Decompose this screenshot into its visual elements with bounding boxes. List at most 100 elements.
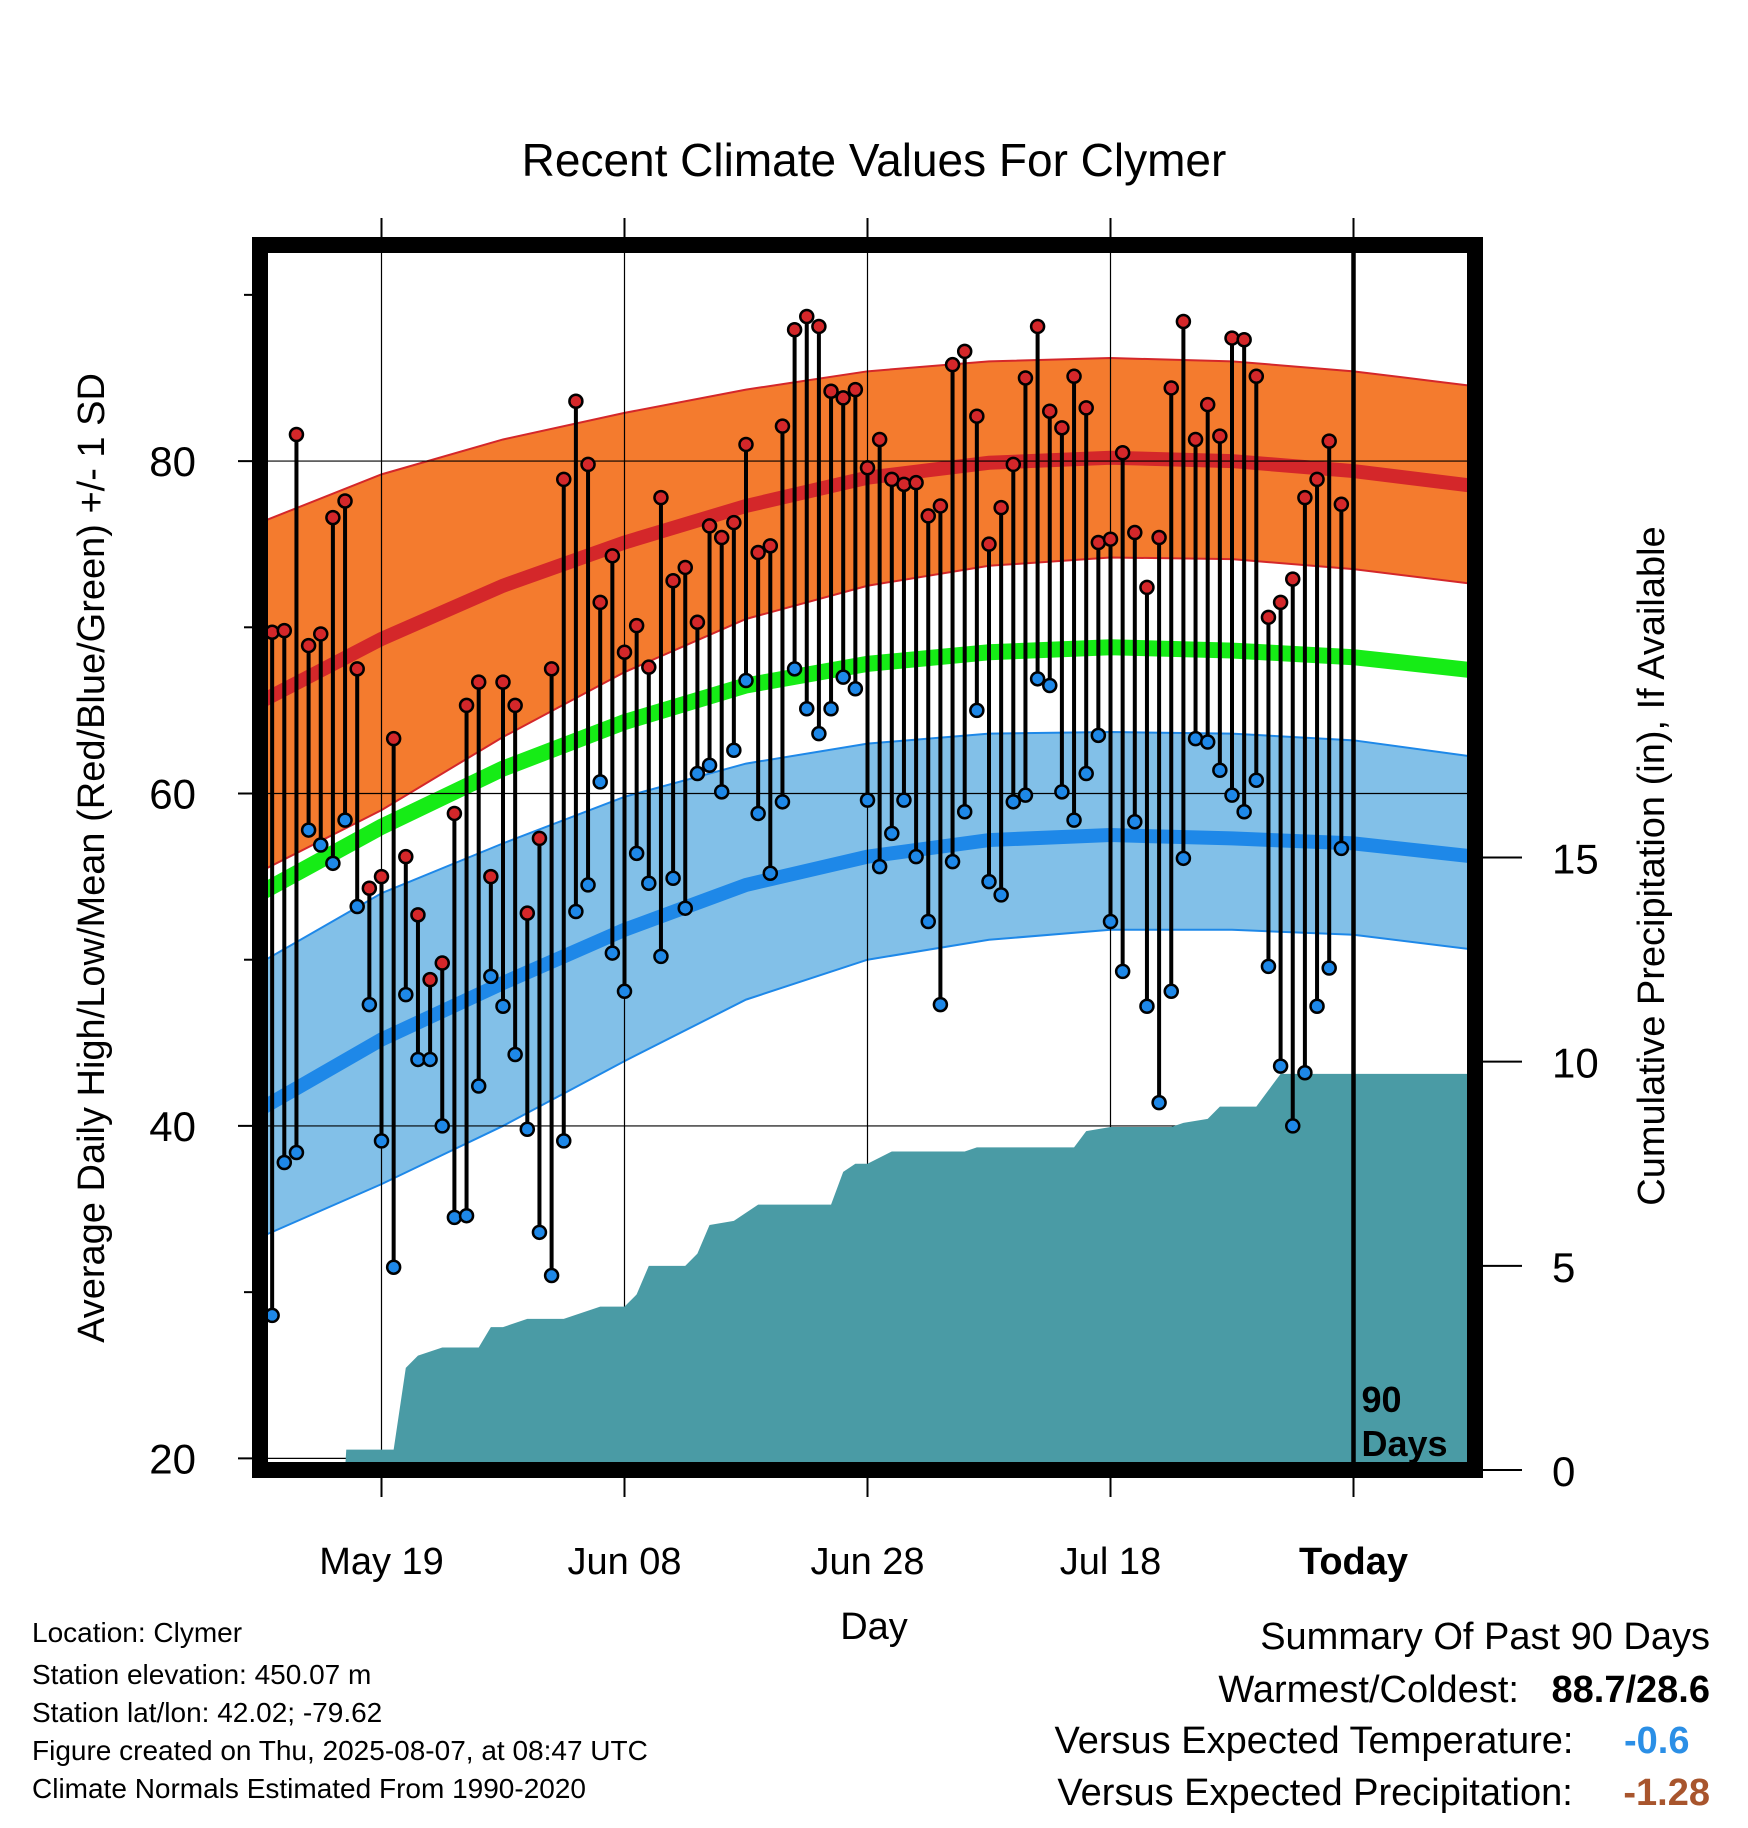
daily-low-point (920, 913, 936, 930)
daily-high-point (556, 471, 572, 488)
daily-high-point (823, 383, 839, 400)
daily-high-point (1321, 433, 1337, 449)
daily-low-point (531, 1224, 548, 1241)
x-tick-label: Today (1299, 1541, 1408, 1583)
daily-high-point (1102, 531, 1119, 547)
daily-low-point (519, 1121, 536, 1138)
daily-high-point (774, 418, 791, 434)
daily-low-point (665, 870, 681, 887)
daily-high-point (677, 559, 693, 576)
daily-low-point (1236, 804, 1252, 820)
daily-low-point (1005, 794, 1022, 810)
daily-high-point (641, 659, 657, 675)
latlon-text: Station lat/lon: 42.02; -79.62 (32, 1697, 383, 1728)
daily-high-point (1272, 594, 1289, 611)
daily-low-point (713, 784, 730, 800)
daily-high-point (1005, 456, 1022, 473)
daily-high-point (920, 508, 936, 524)
daily-high-point (300, 637, 317, 654)
daily-low-point (1224, 787, 1240, 803)
daily-high-point (519, 905, 536, 921)
daily-high-point (1127, 524, 1143, 541)
daily-low-point (373, 1133, 390, 1149)
today-days-count: 90 (1362, 1379, 1402, 1420)
daily-high-point (446, 805, 463, 822)
daily-high-point (1260, 609, 1277, 626)
y2-tick-label: 5 (1552, 1244, 1575, 1291)
daily-low-point (1321, 960, 1337, 976)
daily-high-point (689, 614, 706, 631)
daily-high-point (1224, 330, 1240, 346)
daily-high-point (361, 880, 378, 896)
daily-high-point (398, 848, 414, 865)
daily-high-point (373, 868, 390, 885)
daily-high-point (835, 390, 851, 406)
daily-low-point (701, 757, 718, 774)
y2-tick-label: 0 (1552, 1448, 1575, 1495)
daily-low-point (385, 1259, 402, 1275)
daily-high-point (1187, 431, 1204, 448)
precip-area (260, 1073, 1475, 1470)
daily-high-point (1175, 313, 1192, 330)
daily-low-point (1042, 677, 1058, 694)
daily-low-point (568, 903, 584, 920)
daily-high-point (665, 573, 681, 589)
daily-high-point (738, 436, 754, 453)
y-axis-label: Average Daily High/Low/Mean (Red/Blue/Gr… (71, 373, 113, 1343)
temp-value: -0.6 (1624, 1720, 1690, 1762)
daily-high-point (871, 431, 888, 448)
daily-low-point (689, 765, 706, 782)
daily-high-point (1017, 370, 1034, 386)
daily-high-point (811, 318, 827, 335)
daily-low-point (750, 805, 766, 822)
daily-low-point (738, 672, 754, 689)
y-tick-label: 40 (149, 1103, 196, 1150)
daily-high-point (507, 697, 523, 714)
daily-high-point (1066, 368, 1082, 385)
daily-low-point (1066, 812, 1082, 828)
daily-high-point (1114, 445, 1131, 461)
daily-low-point (774, 794, 791, 810)
elevation-text: Station elevation: 450.07 m (32, 1659, 372, 1690)
daily-high-point (495, 674, 511, 690)
daily-low-point (1285, 1118, 1301, 1134)
daily-high-point (628, 617, 645, 634)
daily-low-point (361, 996, 378, 1013)
warmest-label: Warmest/Coldest: (1218, 1669, 1519, 1711)
daily-low-point (1272, 1058, 1289, 1074)
daily-high-point (1212, 428, 1228, 444)
daily-high-point (1248, 368, 1265, 385)
daily-low-point (1199, 734, 1216, 750)
daily-low-point (859, 792, 876, 808)
daily-low-point (1127, 814, 1143, 830)
x-tick-label: Jun 08 (567, 1541, 681, 1583)
daily-low-point (300, 822, 317, 838)
daily-high-point (762, 538, 779, 554)
station-info: Location: Clymer Station elevation: 450.… (32, 1614, 648, 1808)
daily-high-point (422, 971, 438, 988)
daily-low-point (1163, 983, 1179, 1000)
daily-low-point (1139, 998, 1155, 1015)
daily-low-point (981, 873, 997, 890)
y2-tick-label: 15 (1552, 836, 1599, 883)
normals-text: Climate Normals Estimated From 1990-2020 (32, 1773, 586, 1804)
daily-low-point (1090, 727, 1107, 744)
y2-tick-label: 10 (1552, 1040, 1599, 1087)
daily-low-point (823, 700, 839, 717)
daily-high-point (483, 868, 499, 885)
daily-high-point (993, 499, 1009, 516)
daily-low-point (896, 792, 912, 808)
daily-low-point (313, 837, 329, 853)
daily-low-point (446, 1209, 463, 1226)
warmest-coldest: Warmest/Coldest: 88.7/28.6 (1218, 1669, 1710, 1712)
daily-high-point (288, 426, 305, 443)
summary-title: Summary Of Past 90 Days (1260, 1616, 1710, 1658)
daily-low-point (592, 774, 608, 790)
daily-high-point (713, 529, 730, 546)
y-tick-label: 20 (149, 1435, 196, 1482)
daily-high-point (616, 644, 633, 660)
daily-high-point (543, 661, 560, 677)
daily-low-point (507, 1046, 523, 1063)
daily-high-point (786, 322, 803, 338)
